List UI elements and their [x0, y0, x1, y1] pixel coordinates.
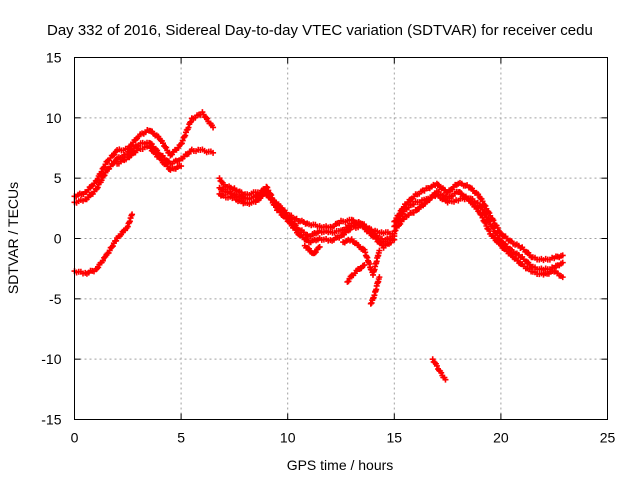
data-point-markers [340, 236, 383, 278]
data-point-markers [114, 143, 185, 173]
series-track-h [301, 242, 323, 257]
y-tick-label: 10 [46, 110, 62, 126]
x-tick-labels: 0 5 10 15 20 25 [71, 430, 616, 446]
x-tick-label: 20 [493, 430, 509, 446]
y-tick-label: -15 [41, 412, 61, 428]
x-tick-label: 25 [600, 430, 616, 446]
y-tick-label: -10 [41, 351, 61, 367]
data-point-markers [71, 109, 217, 200]
series-track-b [71, 109, 217, 200]
data-point-markers [71, 211, 136, 277]
series-track-g [216, 183, 398, 245]
data-point-markers [391, 179, 566, 264]
series-track-i [340, 236, 383, 278]
y-axis-title: SDTVAR / TECUs [5, 182, 21, 294]
x-tick-label: 0 [71, 430, 79, 446]
series-track-d [71, 211, 136, 277]
y-tick-label: -5 [49, 291, 62, 307]
x-tick-label: 10 [280, 430, 296, 446]
data-point-markers [301, 242, 323, 257]
y-tick-labels: -15 -10 -5 0 5 10 15 [41, 50, 61, 428]
series-track-c [114, 143, 185, 173]
series-track-m [391, 188, 566, 281]
series-track-n [391, 179, 566, 264]
x-tick-label: 5 [177, 430, 185, 446]
data-point-markers [391, 188, 566, 281]
data-points [71, 109, 566, 383]
y-tick-label: 15 [46, 50, 62, 66]
series-track-o [429, 356, 449, 383]
x-axis-title: GPS time / hours [287, 457, 394, 473]
data-point-markers [344, 262, 368, 285]
data-point-markers [367, 274, 383, 307]
y-tick-label: 5 [54, 170, 62, 186]
axis-ticks [74, 57, 608, 420]
data-point-markers [216, 183, 398, 245]
series-track-k [367, 274, 383, 307]
y-tick-label: 0 [54, 231, 62, 247]
data-point-markers [429, 356, 449, 383]
chart-title: Day 332 of 2016, Sidereal Day-to-day VTE… [47, 22, 593, 39]
x-tick-label: 15 [387, 430, 403, 446]
series-track-j [344, 262, 368, 285]
